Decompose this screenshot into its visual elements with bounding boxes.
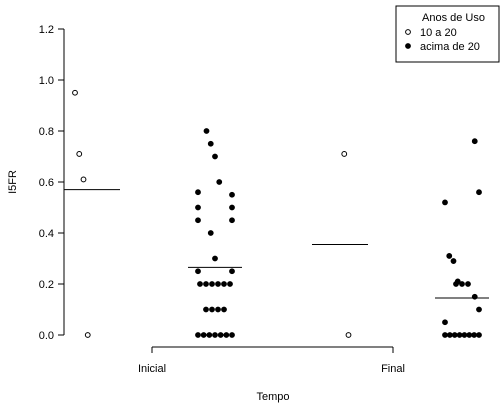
data-point-filled: [442, 319, 448, 326]
data-point-filled: [209, 281, 215, 287]
data-point-filled: [197, 281, 203, 287]
data-point-filled: [229, 204, 235, 211]
data-point-filled: [453, 281, 459, 287]
data-point-filled: [229, 217, 235, 224]
data-point-filled: [215, 281, 221, 287]
data-point-filled: [207, 230, 214, 236]
y-tick-label: 1.0: [39, 75, 54, 87]
data-point-filled: [459, 281, 465, 287]
data-point-open: [72, 89, 78, 96]
data-point-filled: [195, 204, 201, 211]
y-tick-label: 0.6: [39, 177, 54, 189]
axes: 0.0 0.2 0.4 0.6 0.8 1.0 1.2 I5FR Inicial Final Tem…: [7, 24, 405, 403]
data-point-filled: [223, 332, 230, 338]
data-marks: [64, 89, 489, 338]
legend: Anos de Uso 10 a 20 acima de 20: [395, 5, 500, 63]
data-point-filled: [450, 258, 457, 264]
data-point-filled: [203, 128, 210, 134]
data-point-filled: [465, 281, 471, 287]
data-point-filled: [200, 332, 207, 338]
data-point-filled: [209, 306, 215, 313]
legend-marker-filled: [405, 43, 411, 49]
data-point-filled: [476, 306, 482, 313]
data-point-filled: [442, 199, 448, 206]
data-point-open: [80, 176, 87, 183]
data-point-filled: [461, 332, 468, 338]
data-point-filled: [195, 268, 201, 275]
legend-box: [395, 5, 500, 63]
y-axis-label: I5FR: [7, 170, 19, 194]
legend-marker-open: [405, 29, 411, 35]
data-point-filled: [476, 332, 482, 338]
data-point-open: [84, 332, 91, 338]
data-point-filled: [442, 332, 448, 338]
data-point-filled: [217, 332, 224, 338]
data-point-filled: [212, 332, 218, 338]
data-point-filled: [215, 306, 221, 313]
y-tick-label: 0.0: [39, 330, 54, 342]
data-point-filled: [471, 332, 478, 338]
data-point-filled: [221, 306, 227, 313]
y-tick-label: 0.2: [39, 279, 54, 291]
data-point-filled: [451, 332, 458, 338]
legend-label: acima de 20: [420, 41, 480, 53]
data-point-filled: [212, 153, 218, 160]
data-point-filled: [229, 268, 235, 275]
data-point-filled: [216, 179, 223, 185]
y-tick-label: 1.2: [39, 24, 54, 36]
data-point-open: [345, 332, 352, 338]
data-point-open: [76, 151, 83, 157]
x-tick-label-final: Final: [381, 363, 405, 375]
data-point-filled: [446, 253, 453, 259]
data-point-filled: [206, 332, 213, 338]
y-tick-label: 0.8: [39, 126, 54, 138]
data-point-filled: [471, 138, 478, 145]
data-point-filled: [203, 281, 209, 287]
data-point-filled: [195, 217, 201, 224]
y-tick-label: 0.4: [39, 228, 54, 240]
data-point-filled: [195, 189, 201, 196]
data-point-filled: [203, 306, 209, 313]
x-axis-label: Tempo: [256, 391, 289, 403]
data-point-filled: [212, 255, 218, 262]
data-point-filled: [207, 140, 214, 147]
data-point-filled: [456, 332, 463, 338]
data-point-filled: [221, 281, 227, 287]
data-point-filled: [466, 332, 473, 338]
data-point-filled: [195, 332, 201, 338]
data-point-filled: [476, 189, 482, 196]
x-tick-label-inicial: Inicial: [138, 363, 166, 375]
legend-title: Anos de Uso: [422, 12, 485, 24]
data-point-filled: [229, 191, 235, 198]
legend-label: 10 a 20: [420, 27, 457, 39]
data-point-filled: [446, 332, 453, 338]
data-point-filled: [229, 332, 235, 338]
data-point-filled: [227, 281, 233, 287]
data-point-open: [341, 151, 348, 157]
